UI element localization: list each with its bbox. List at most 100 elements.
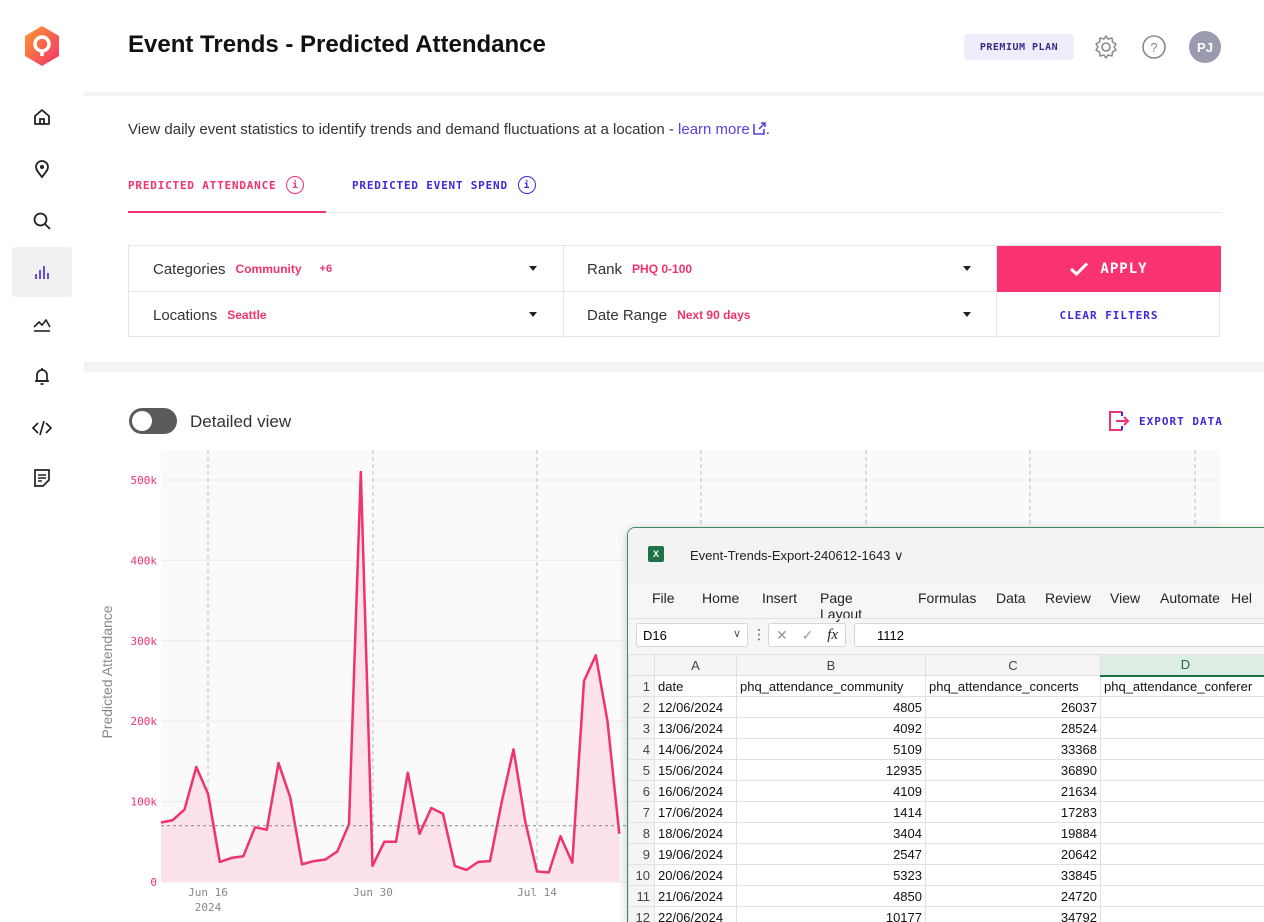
nav-api[interactable]: [12, 403, 72, 453]
row-number[interactable]: 12: [628, 906, 655, 922]
row-number[interactable]: 9: [628, 843, 655, 865]
cell[interactable]: 4109: [736, 780, 926, 802]
cell[interactable]: 34792: [925, 906, 1101, 922]
info-icon[interactable]: i: [517, 176, 536, 194]
tab-predicted-attendance[interactable]: PREDICTED ATTENDANCE i: [128, 176, 305, 194]
export-data-button[interactable]: EXPORT DATA: [1107, 409, 1223, 433]
cell[interactable]: [1100, 696, 1264, 718]
ribbon-tab-file[interactable]: File: [652, 590, 675, 606]
row-number[interactable]: 2: [628, 696, 655, 718]
cell[interactable]: 21634: [925, 780, 1101, 802]
info-icon[interactable]: i: [286, 176, 305, 194]
cell[interactable]: 1414: [736, 801, 926, 823]
cell[interactable]: phq_attendance_conferer: [1100, 675, 1264, 697]
ribbon-tab-data[interactable]: Data: [996, 590, 1026, 606]
cell[interactable]: 10177: [736, 906, 926, 922]
cell[interactable]: 3404: [736, 822, 926, 844]
cell[interactable]: 13/06/2024: [654, 717, 737, 739]
rank-filter[interactable]: Rank PHQ 0-100: [563, 246, 997, 292]
enter-icon[interactable]: ✓: [801, 626, 814, 643]
cell[interactable]: 22/06/2024: [654, 906, 737, 922]
nav-docs[interactable]: [12, 453, 72, 503]
cell[interactable]: 4850: [736, 885, 926, 907]
cell[interactable]: 4092: [736, 717, 926, 739]
row-number[interactable]: 6: [628, 780, 655, 802]
cell[interactable]: 20/06/2024: [654, 864, 737, 886]
row-number[interactable]: 8: [628, 822, 655, 844]
cell[interactable]: [1100, 738, 1264, 760]
predicthq-logo[interactable]: [22, 25, 62, 67]
ribbon-tab-home[interactable]: Home: [702, 590, 740, 606]
nav-home[interactable]: [12, 92, 72, 142]
help-button[interactable]: ?: [1140, 33, 1168, 61]
user-avatar[interactable]: PJ: [1189, 31, 1221, 63]
nav-trends[interactable]: [12, 300, 72, 350]
cell[interactable]: 20642: [925, 843, 1101, 865]
learn-more-link[interactable]: learn more: [678, 121, 766, 138]
cancel-icon[interactable]: ✕: [775, 626, 788, 643]
cell[interactable]: phq_attendance_community: [736, 675, 926, 697]
cell[interactable]: [1100, 843, 1264, 865]
cell[interactable]: phq_attendance_concerts: [925, 675, 1101, 697]
column-header-d[interactable]: D: [1100, 654, 1264, 677]
ribbon-tab-review[interactable]: Review: [1045, 590, 1091, 606]
cell[interactable]: [1100, 780, 1264, 802]
row-number[interactable]: 4: [628, 738, 655, 760]
excel-file-title[interactable]: Event-Trends-Export-240612-1643 ∨: [690, 548, 904, 564]
cell[interactable]: 21/06/2024: [654, 885, 737, 907]
ribbon-tab-view[interactable]: View: [1110, 590, 1141, 606]
ribbon-tab-insert[interactable]: Insert: [762, 590, 798, 606]
cell[interactable]: 17/06/2024: [654, 801, 737, 823]
cell[interactable]: 28524: [925, 717, 1101, 739]
nav-alerts[interactable]: [12, 351, 72, 401]
premium-plan-badge[interactable]: PREMIUM PLAN: [964, 34, 1074, 60]
clear-filters-button[interactable]: CLEAR FILTERS: [1059, 308, 1159, 322]
row-number[interactable]: 7: [628, 801, 655, 823]
cell[interactable]: [1100, 717, 1264, 739]
cell[interactable]: 24720: [925, 885, 1101, 907]
cell[interactable]: [1100, 906, 1264, 922]
detailed-view-toggle[interactable]: [129, 408, 177, 434]
cell[interactable]: 2547: [736, 843, 926, 865]
date-range-filter[interactable]: Date Range Next 90 days: [563, 292, 997, 338]
cell[interactable]: 18/06/2024: [654, 822, 737, 844]
cell[interactable]: [1100, 801, 1264, 823]
cell[interactable]: 5323: [736, 864, 926, 886]
cell[interactable]: 14/06/2024: [654, 738, 737, 760]
tab-predicted-event-spend[interactable]: PREDICTED EVENT SPEND i: [352, 176, 536, 194]
cell[interactable]: date: [654, 675, 737, 697]
column-header-b[interactable]: B: [736, 654, 926, 676]
more-options-icon[interactable]: ⋮: [752, 626, 766, 642]
cell[interactable]: [1100, 864, 1264, 886]
cell[interactable]: 26037: [925, 696, 1101, 718]
cell[interactable]: 15/06/2024: [654, 759, 737, 781]
cell[interactable]: 16/06/2024: [654, 780, 737, 802]
cell[interactable]: 12/06/2024: [654, 696, 737, 718]
categories-filter[interactable]: Categories Community +6: [129, 246, 563, 292]
row-number[interactable]: 11: [628, 885, 655, 907]
column-header-c[interactable]: C: [925, 654, 1101, 676]
formula-input[interactable]: 1112: [854, 623, 1264, 647]
locations-filter[interactable]: Locations Seattle: [129, 292, 563, 338]
cell[interactable]: 36890: [925, 759, 1101, 781]
row-number[interactable]: 5: [628, 759, 655, 781]
cell[interactable]: [1100, 759, 1264, 781]
row-number[interactable]: 1: [628, 675, 655, 697]
cell[interactable]: 17283: [925, 801, 1101, 823]
nav-locations[interactable]: [12, 144, 72, 194]
row-number[interactable]: 10: [628, 864, 655, 886]
cell[interactable]: [1100, 822, 1264, 844]
column-header-a[interactable]: A: [654, 654, 737, 676]
row-number[interactable]: 3: [628, 717, 655, 739]
name-box[interactable]: D16 ∨: [636, 623, 748, 647]
insert-function-icon[interactable]: fx: [827, 626, 839, 643]
ribbon-tab-formulas[interactable]: Formulas: [918, 590, 977, 606]
cell[interactable]: 19/06/2024: [654, 843, 737, 865]
cell[interactable]: 19884: [925, 822, 1101, 844]
nav-search[interactable]: [12, 196, 72, 246]
apply-button[interactable]: APPLY: [997, 246, 1221, 292]
cell[interactable]: 4805: [736, 696, 926, 718]
cell[interactable]: 12935: [736, 759, 926, 781]
cell[interactable]: 33845: [925, 864, 1101, 886]
settings-button[interactable]: [1092, 33, 1120, 61]
